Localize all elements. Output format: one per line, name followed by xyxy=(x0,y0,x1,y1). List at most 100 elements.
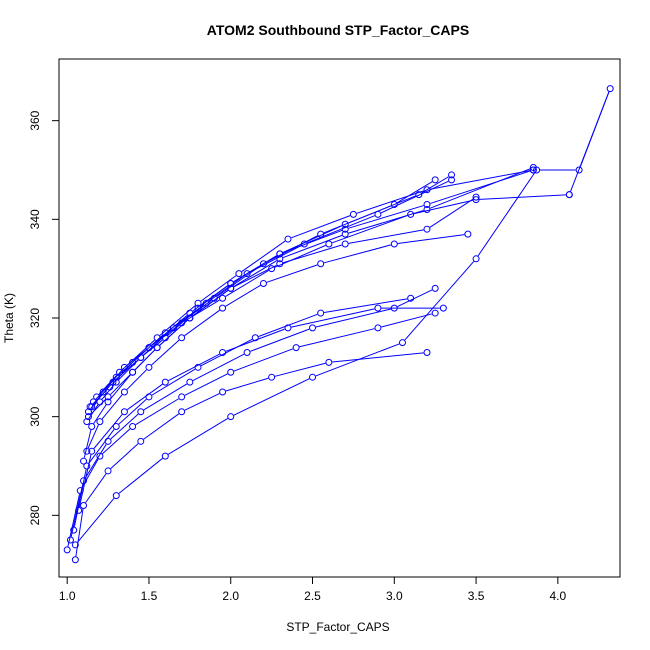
series-segment xyxy=(110,443,139,469)
series-segment xyxy=(479,194,566,200)
series-segment xyxy=(90,399,106,415)
series-segment xyxy=(168,418,228,455)
series-segment xyxy=(75,508,84,557)
data-point xyxy=(448,176,456,184)
data-point xyxy=(374,304,382,312)
series xyxy=(75,304,447,514)
data-point xyxy=(137,408,145,416)
series-segment xyxy=(200,338,253,367)
series-segment xyxy=(192,290,229,317)
series-segment xyxy=(258,313,318,337)
data-point xyxy=(89,398,97,406)
data-point xyxy=(292,344,300,352)
data-point xyxy=(565,191,573,199)
data-point xyxy=(88,423,96,431)
series xyxy=(83,166,537,426)
series-segment xyxy=(381,313,432,328)
data-point xyxy=(309,373,317,381)
series xyxy=(86,176,456,411)
data-point xyxy=(317,309,325,317)
data-point xyxy=(407,294,415,302)
data-point xyxy=(96,418,104,426)
data-point xyxy=(423,225,431,233)
data-point xyxy=(423,186,431,194)
series-segment xyxy=(331,215,408,244)
x-tick-label: 2.0 xyxy=(222,589,239,603)
data-point xyxy=(104,467,112,475)
y-tick-label: 340 xyxy=(28,209,42,229)
data-point xyxy=(71,556,79,564)
series-segment xyxy=(404,261,475,341)
data-point xyxy=(390,201,398,209)
data-point xyxy=(415,191,423,199)
data-point xyxy=(276,250,284,258)
series-segment xyxy=(101,394,123,420)
series-segment xyxy=(168,353,220,381)
series-segment xyxy=(315,343,400,377)
data-point xyxy=(153,344,161,352)
data-point xyxy=(439,304,447,312)
series-segment xyxy=(143,383,188,411)
data-point xyxy=(186,378,194,386)
series-segment xyxy=(430,170,530,190)
series-segment xyxy=(348,209,424,234)
data-point xyxy=(112,373,120,381)
series-segment xyxy=(143,329,172,356)
series-segment xyxy=(216,265,261,297)
series-segment xyxy=(356,190,424,214)
series xyxy=(89,171,456,406)
data-point xyxy=(112,423,120,431)
series-segment xyxy=(184,299,220,322)
data-point xyxy=(99,388,107,396)
data-point xyxy=(284,324,292,332)
series-segment xyxy=(84,444,107,479)
data-point xyxy=(137,437,145,445)
data-point xyxy=(120,408,128,416)
data-point xyxy=(194,363,202,371)
series-segment xyxy=(109,374,131,400)
data-point xyxy=(83,462,91,470)
series-segment xyxy=(274,244,326,268)
series-segment xyxy=(151,339,180,366)
series-segment xyxy=(73,469,87,527)
data-point xyxy=(431,176,439,184)
series-segment xyxy=(291,308,375,328)
series-segment xyxy=(380,180,449,214)
data-point xyxy=(259,260,267,268)
data-point xyxy=(284,235,292,243)
series-segment xyxy=(266,264,318,283)
series-segment xyxy=(282,234,343,259)
data-point xyxy=(104,398,112,406)
data-point xyxy=(84,413,92,421)
data-point xyxy=(575,166,583,174)
series-segment xyxy=(126,383,163,411)
series xyxy=(80,193,480,465)
series-segment xyxy=(192,285,229,312)
series-segment xyxy=(143,413,180,440)
series-segment xyxy=(299,328,375,348)
series-segment xyxy=(225,328,285,352)
series-segment xyxy=(101,384,115,400)
series-segment xyxy=(118,349,147,376)
series-segment xyxy=(307,215,375,244)
data-point xyxy=(448,171,456,179)
data-point xyxy=(317,260,325,268)
data-point xyxy=(219,388,227,396)
series-segment xyxy=(233,255,278,283)
series-segment xyxy=(225,270,269,297)
series-segment xyxy=(110,413,139,440)
data-point xyxy=(325,358,333,366)
series xyxy=(83,230,472,455)
data-point xyxy=(529,166,537,174)
series-segment xyxy=(192,353,245,381)
data-point xyxy=(390,240,398,248)
series xyxy=(63,309,439,554)
data-point xyxy=(423,201,431,209)
data-point xyxy=(84,408,92,416)
x-tick-label: 1.5 xyxy=(141,589,158,603)
data-point xyxy=(83,447,91,455)
data-point xyxy=(606,85,614,93)
series-segment xyxy=(233,348,294,372)
data-point xyxy=(533,166,541,174)
series-segment xyxy=(95,379,115,400)
